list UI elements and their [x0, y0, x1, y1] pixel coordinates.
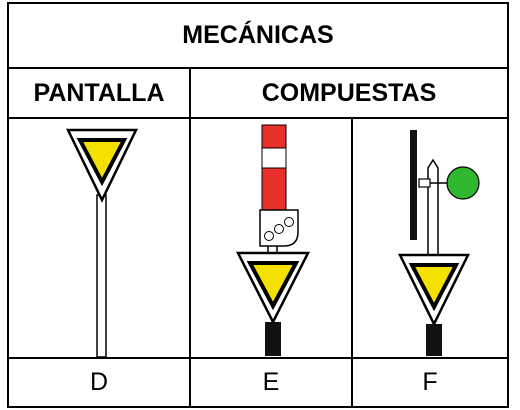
signal-d [66, 128, 138, 358]
signal-label: E [262, 368, 280, 396]
signal-label: F [422, 368, 438, 396]
signal-label: D [89, 368, 109, 396]
column-header: PANTALLA [33, 78, 165, 107]
signal-f [397, 130, 480, 356]
table-title: MECÁNICAS [182, 21, 334, 49]
signal-e [235, 124, 311, 356]
column-header: COMPUESTAS [261, 78, 437, 107]
table-grid [7, 2, 509, 408]
